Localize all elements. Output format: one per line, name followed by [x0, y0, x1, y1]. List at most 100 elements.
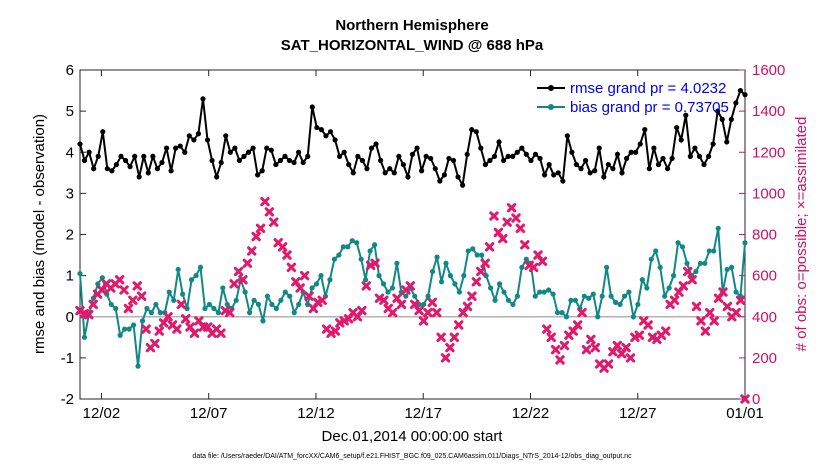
- assimilated-marker: [476, 266, 486, 277]
- rmse-point: [560, 178, 566, 184]
- rmse-point: [77, 141, 83, 147]
- assimilated-marker: [225, 307, 235, 318]
- rmse-point: [623, 155, 630, 162]
- bias-point: [679, 244, 686, 250]
- rmse-point: [541, 172, 548, 178]
- bias-point: [554, 310, 561, 316]
- rmse-point: [510, 153, 516, 159]
- x-tick-label: 12/17: [404, 405, 442, 422]
- y-tick-label: 4: [66, 144, 74, 161]
- rmse-point: [195, 131, 202, 137]
- rmse-point: [569, 149, 575, 155]
- rmse-point: [245, 149, 252, 155]
- rmse-point: [733, 100, 739, 106]
- bias-point: [269, 301, 275, 308]
- bias-point: [541, 289, 547, 295]
- rmse-point: [573, 161, 580, 168]
- assimilated-marker: [251, 231, 261, 242]
- assimilated-marker: [740, 394, 750, 404]
- legend-marker-rmse: [548, 85, 554, 91]
- bias-point: [139, 318, 146, 324]
- y2-tick-label: 1000: [752, 185, 785, 202]
- rmse-point: [737, 87, 744, 94]
- rmse-point: [341, 149, 347, 155]
- rmse-point: [637, 141, 643, 147]
- assimilated-marker: [396, 299, 407, 310]
- assimilated-marker: [537, 256, 548, 266]
- rmse-point: [414, 145, 420, 151]
- rmse-point: [145, 170, 151, 176]
- rmse-point: [537, 155, 543, 162]
- rmse-point: [182, 149, 188, 155]
- assimilated-marker: [229, 279, 239, 289]
- assimilated-marker: [247, 246, 257, 256]
- plot-area-frame: [79, 69, 746, 400]
- bias-point: [662, 293, 668, 299]
- y-tick-label: 5: [66, 103, 74, 120]
- assimilated-marker: [119, 285, 129, 295]
- assimilated-marker: [621, 342, 631, 353]
- bias-point: [358, 256, 364, 262]
- rmse-point: [496, 139, 502, 145]
- rmse-point: [455, 174, 461, 180]
- bias-point: [180, 291, 186, 297]
- assimilated-marker: [542, 324, 552, 334]
- y2-tick-label: 800: [752, 227, 777, 244]
- assimilated-marker: [559, 340, 570, 351]
- assimilated-marker: [123, 303, 134, 314]
- rmse-point: [104, 166, 110, 172]
- y-tick-label: 6: [66, 62, 74, 79]
- bias-point: [166, 289, 172, 295]
- bias-point: [130, 322, 137, 328]
- series-1: [77, 225, 748, 369]
- bias-point: [666, 285, 672, 291]
- bias-point: [572, 297, 579, 303]
- rmse-point: [200, 96, 206, 102]
- y2-tick-label: 600: [752, 268, 777, 285]
- rmse-point: [159, 159, 165, 166]
- bias-point: [331, 256, 337, 262]
- rmse-point: [478, 145, 484, 151]
- assimilated-marker: [462, 301, 473, 312]
- assimilated-marker: [555, 355, 565, 365]
- rmse-point: [259, 168, 265, 174]
- bias-point: [264, 293, 271, 299]
- bias-point: [447, 273, 454, 279]
- assimilated-marker: [467, 291, 477, 301]
- bias-point: [385, 289, 391, 295]
- bias-point: [193, 273, 199, 279]
- bias-point: [371, 242, 378, 248]
- assimilated-marker: [269, 217, 279, 227]
- bias-point: [470, 246, 476, 252]
- bias-point: [425, 293, 431, 299]
- rmse-point: [296, 149, 302, 155]
- bias-point: [626, 289, 632, 295]
- assimilated-marker: [484, 242, 495, 252]
- bias-point: [599, 293, 605, 299]
- rmse-point: [364, 166, 370, 172]
- bias-point: [421, 301, 427, 308]
- bias-point: [452, 281, 458, 287]
- assimilated-marker: [634, 330, 645, 340]
- rmse-point: [546, 161, 552, 168]
- rmse-point: [409, 151, 416, 157]
- rmse-point: [642, 127, 648, 133]
- rmse-point: [469, 127, 475, 133]
- y2-tick-label: 1600: [752, 62, 785, 79]
- assimilated-marker: [295, 283, 305, 293]
- bias-point: [99, 275, 105, 281]
- rmse-point: [350, 170, 356, 176]
- assimilated-marker: [669, 295, 680, 305]
- assimilated-marker: [691, 301, 702, 312]
- rmse-point: [601, 174, 607, 180]
- rmse-point: [277, 157, 284, 164]
- y-tick-label: -1: [61, 350, 74, 367]
- rmse-point: [528, 157, 534, 164]
- assimilated-marker: [370, 258, 380, 268]
- assimilated-marker: [546, 332, 556, 343]
- assimilated-marker: [480, 258, 490, 268]
- bias-point: [648, 256, 654, 262]
- bias-point: [612, 299, 619, 305]
- rmse-point: [391, 170, 397, 176]
- bias-point: [376, 273, 382, 279]
